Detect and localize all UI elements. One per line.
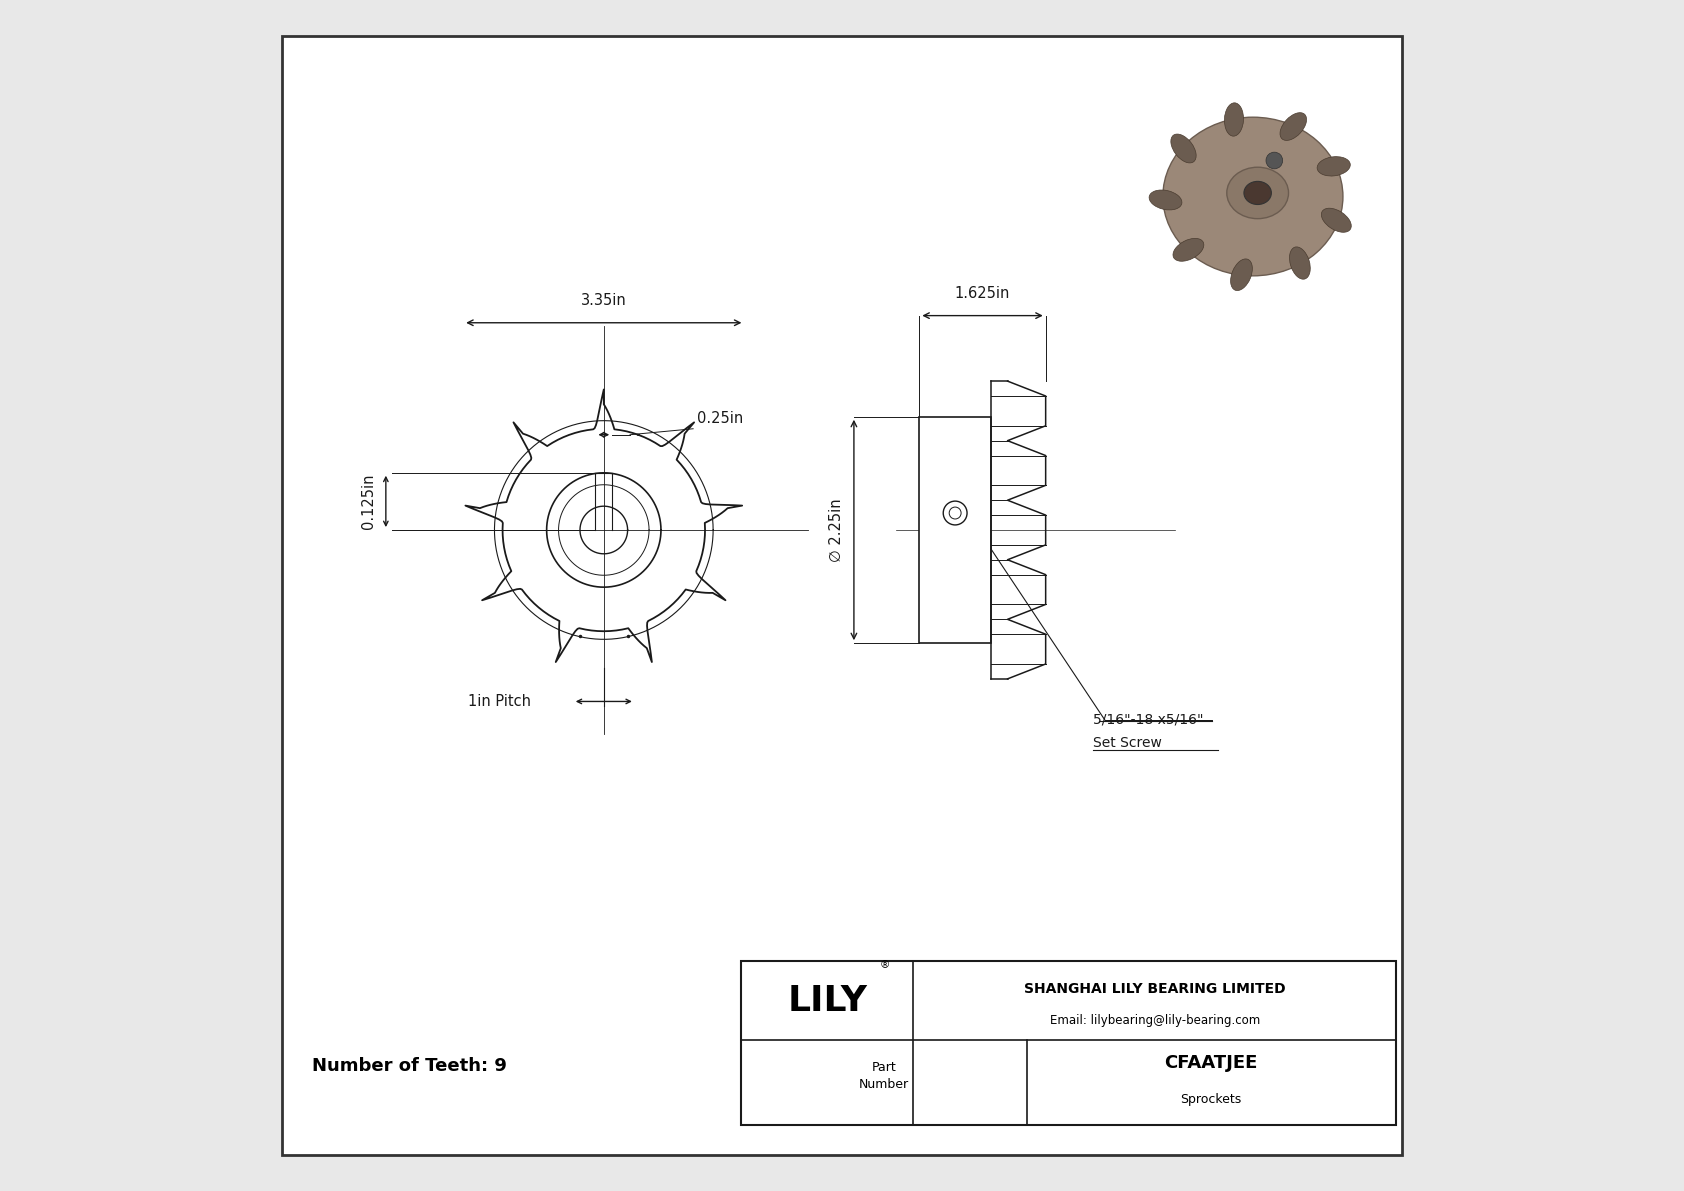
Ellipse shape: [1170, 135, 1196, 163]
Text: ∅ 2.25in: ∅ 2.25in: [830, 498, 844, 562]
Ellipse shape: [1317, 157, 1351, 176]
Text: Email: lilybearing@lily-bearing.com: Email: lilybearing@lily-bearing.com: [1049, 1014, 1260, 1027]
Text: 1in Pitch: 1in Pitch: [468, 694, 530, 709]
Text: Number of Teeth: 9: Number of Teeth: 9: [312, 1056, 507, 1075]
Ellipse shape: [1148, 191, 1182, 210]
Text: 0.25in: 0.25in: [697, 411, 743, 426]
Ellipse shape: [1224, 102, 1243, 136]
Ellipse shape: [1280, 113, 1307, 141]
Text: LILY: LILY: [786, 984, 867, 1017]
Text: CFAATJEE: CFAATJEE: [1165, 1054, 1258, 1072]
Text: 1.625in: 1.625in: [955, 286, 1010, 301]
Ellipse shape: [1226, 167, 1288, 219]
Text: Part
Number: Part Number: [859, 1061, 909, 1091]
Bar: [741, 961, 1396, 1125]
Text: ®: ®: [879, 960, 889, 969]
Text: 3.35in: 3.35in: [581, 293, 626, 308]
Text: 5/16"-18 x5/16": 5/16"-18 x5/16": [1093, 712, 1204, 727]
Circle shape: [950, 507, 962, 519]
Text: Set Screw: Set Screw: [1093, 736, 1162, 750]
Circle shape: [1266, 152, 1283, 169]
Ellipse shape: [1164, 117, 1342, 276]
Bar: [919, 417, 990, 643]
Circle shape: [943, 501, 967, 525]
Text: 0.125in: 0.125in: [362, 474, 376, 529]
Text: Sprockets: Sprockets: [1180, 1092, 1241, 1105]
Ellipse shape: [1244, 181, 1271, 205]
Ellipse shape: [1231, 258, 1253, 291]
Ellipse shape: [1322, 208, 1351, 232]
Ellipse shape: [1290, 247, 1310, 279]
Text: SHANGHAI LILY BEARING LIMITED: SHANGHAI LILY BEARING LIMITED: [1024, 983, 1285, 996]
Ellipse shape: [1174, 238, 1204, 261]
